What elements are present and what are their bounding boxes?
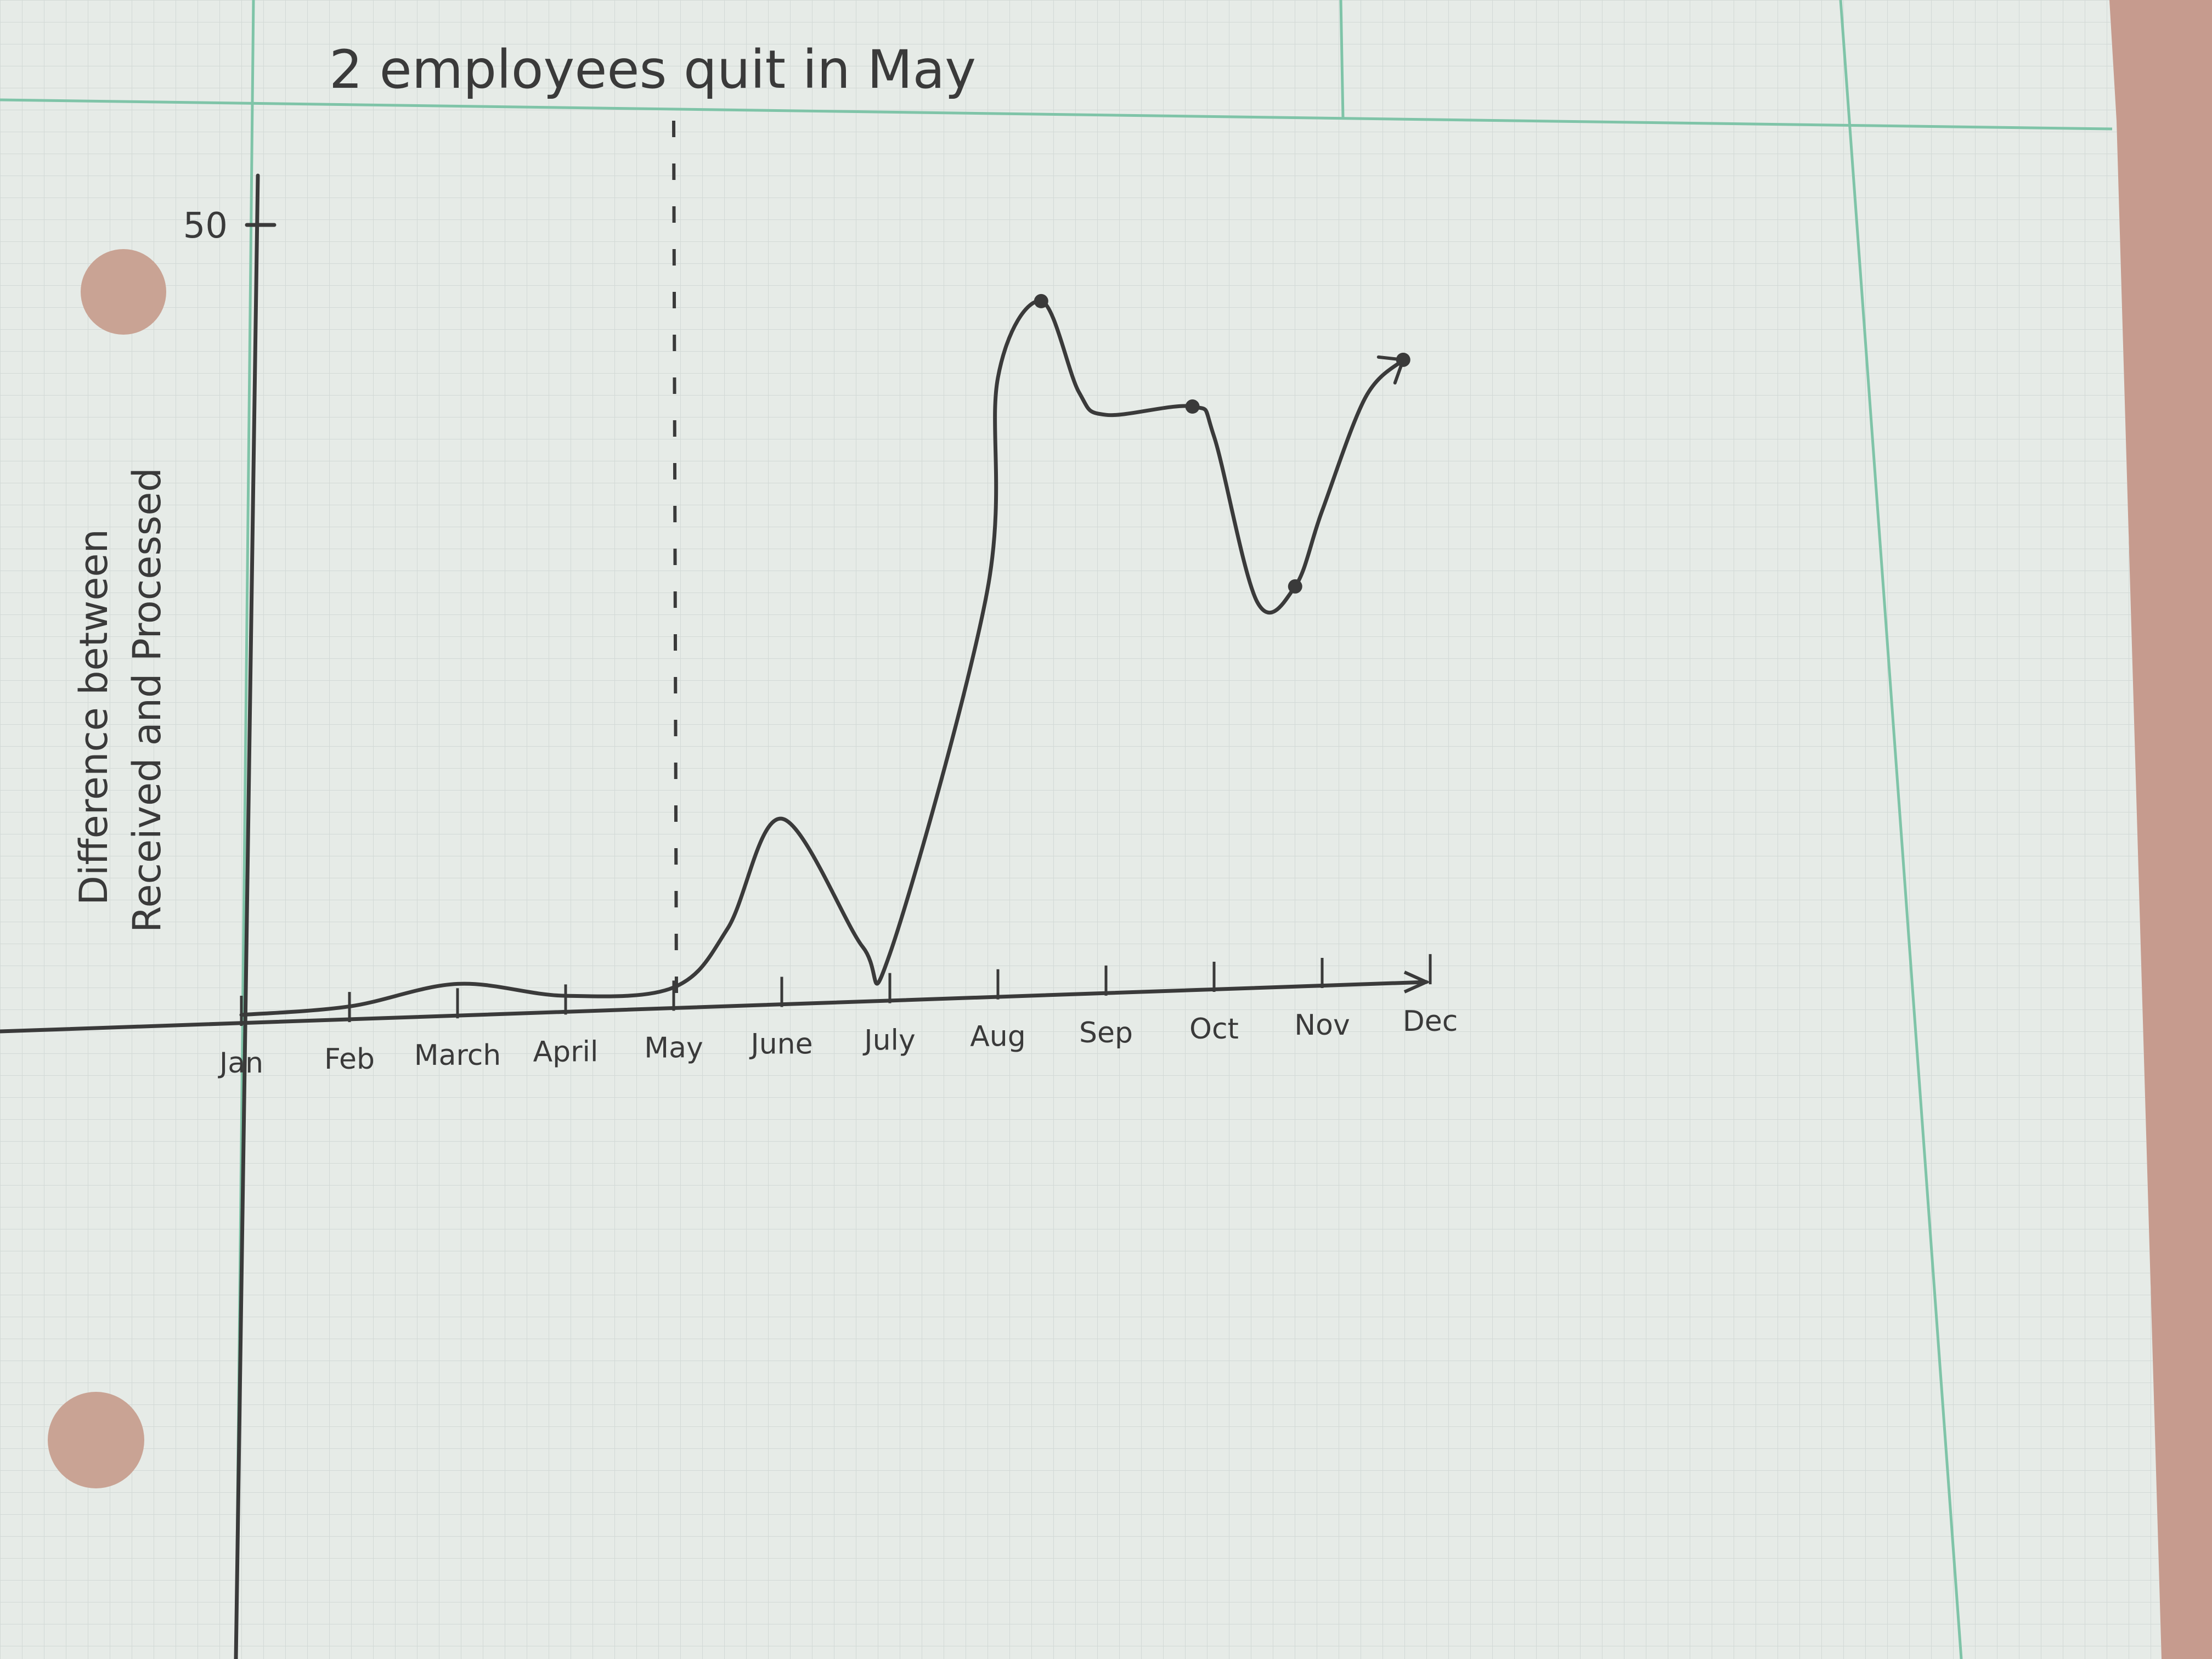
chart-axes bbox=[0, 173, 1429, 1659]
chart-annotation: 2 employees quit in May bbox=[329, 39, 976, 100]
x-tick-labels: Jan Feb March April May June July Aug Sep Oct Nov D… bbox=[218, 1005, 1458, 1080]
x-tick-label-jan: Jan bbox=[218, 1047, 263, 1080]
y-tick-label-50: 50 bbox=[183, 206, 228, 246]
x-axis-arrowhead bbox=[1403, 970, 1431, 994]
x-tick-label-dec: Dec bbox=[1403, 1005, 1458, 1038]
x-axis bbox=[0, 980, 1429, 1034]
marked-point-1 bbox=[1034, 294, 1048, 308]
marked-point-3 bbox=[1288, 579, 1302, 594]
x-tick-label-feb: Feb bbox=[324, 1043, 375, 1076]
marked-point-4 bbox=[1396, 352, 1410, 367]
x-tick-label-june: June bbox=[749, 1028, 812, 1061]
x-tick-label-march: March bbox=[414, 1039, 501, 1072]
paper-grid bbox=[0, 0, 2162, 1659]
binder-hole-bottom bbox=[48, 1392, 144, 1488]
x-tick-label-may: May bbox=[644, 1031, 703, 1064]
x-tick-label-july: July bbox=[862, 1024, 916, 1057]
vertical-marker-may bbox=[672, 120, 678, 995]
binder-hole-top bbox=[81, 249, 166, 335]
marked-points bbox=[1034, 294, 1410, 594]
x-tick-label-sep: Sep bbox=[1079, 1017, 1133, 1049]
marked-point-2 bbox=[1185, 399, 1200, 414]
x-tick-label-oct: Oct bbox=[1189, 1013, 1239, 1046]
y-axis bbox=[234, 173, 260, 1659]
y-axis-label-line-2: Received and Processed bbox=[125, 467, 170, 933]
x-tick-label-nov: Nov bbox=[1294, 1009, 1350, 1042]
y-axis-label-line-1: Difference between bbox=[71, 529, 116, 905]
x-tick-label-april: April bbox=[533, 1035, 599, 1068]
series-line bbox=[239, 299, 1406, 1017]
x-tick-label-aug: Aug bbox=[970, 1020, 1026, 1053]
